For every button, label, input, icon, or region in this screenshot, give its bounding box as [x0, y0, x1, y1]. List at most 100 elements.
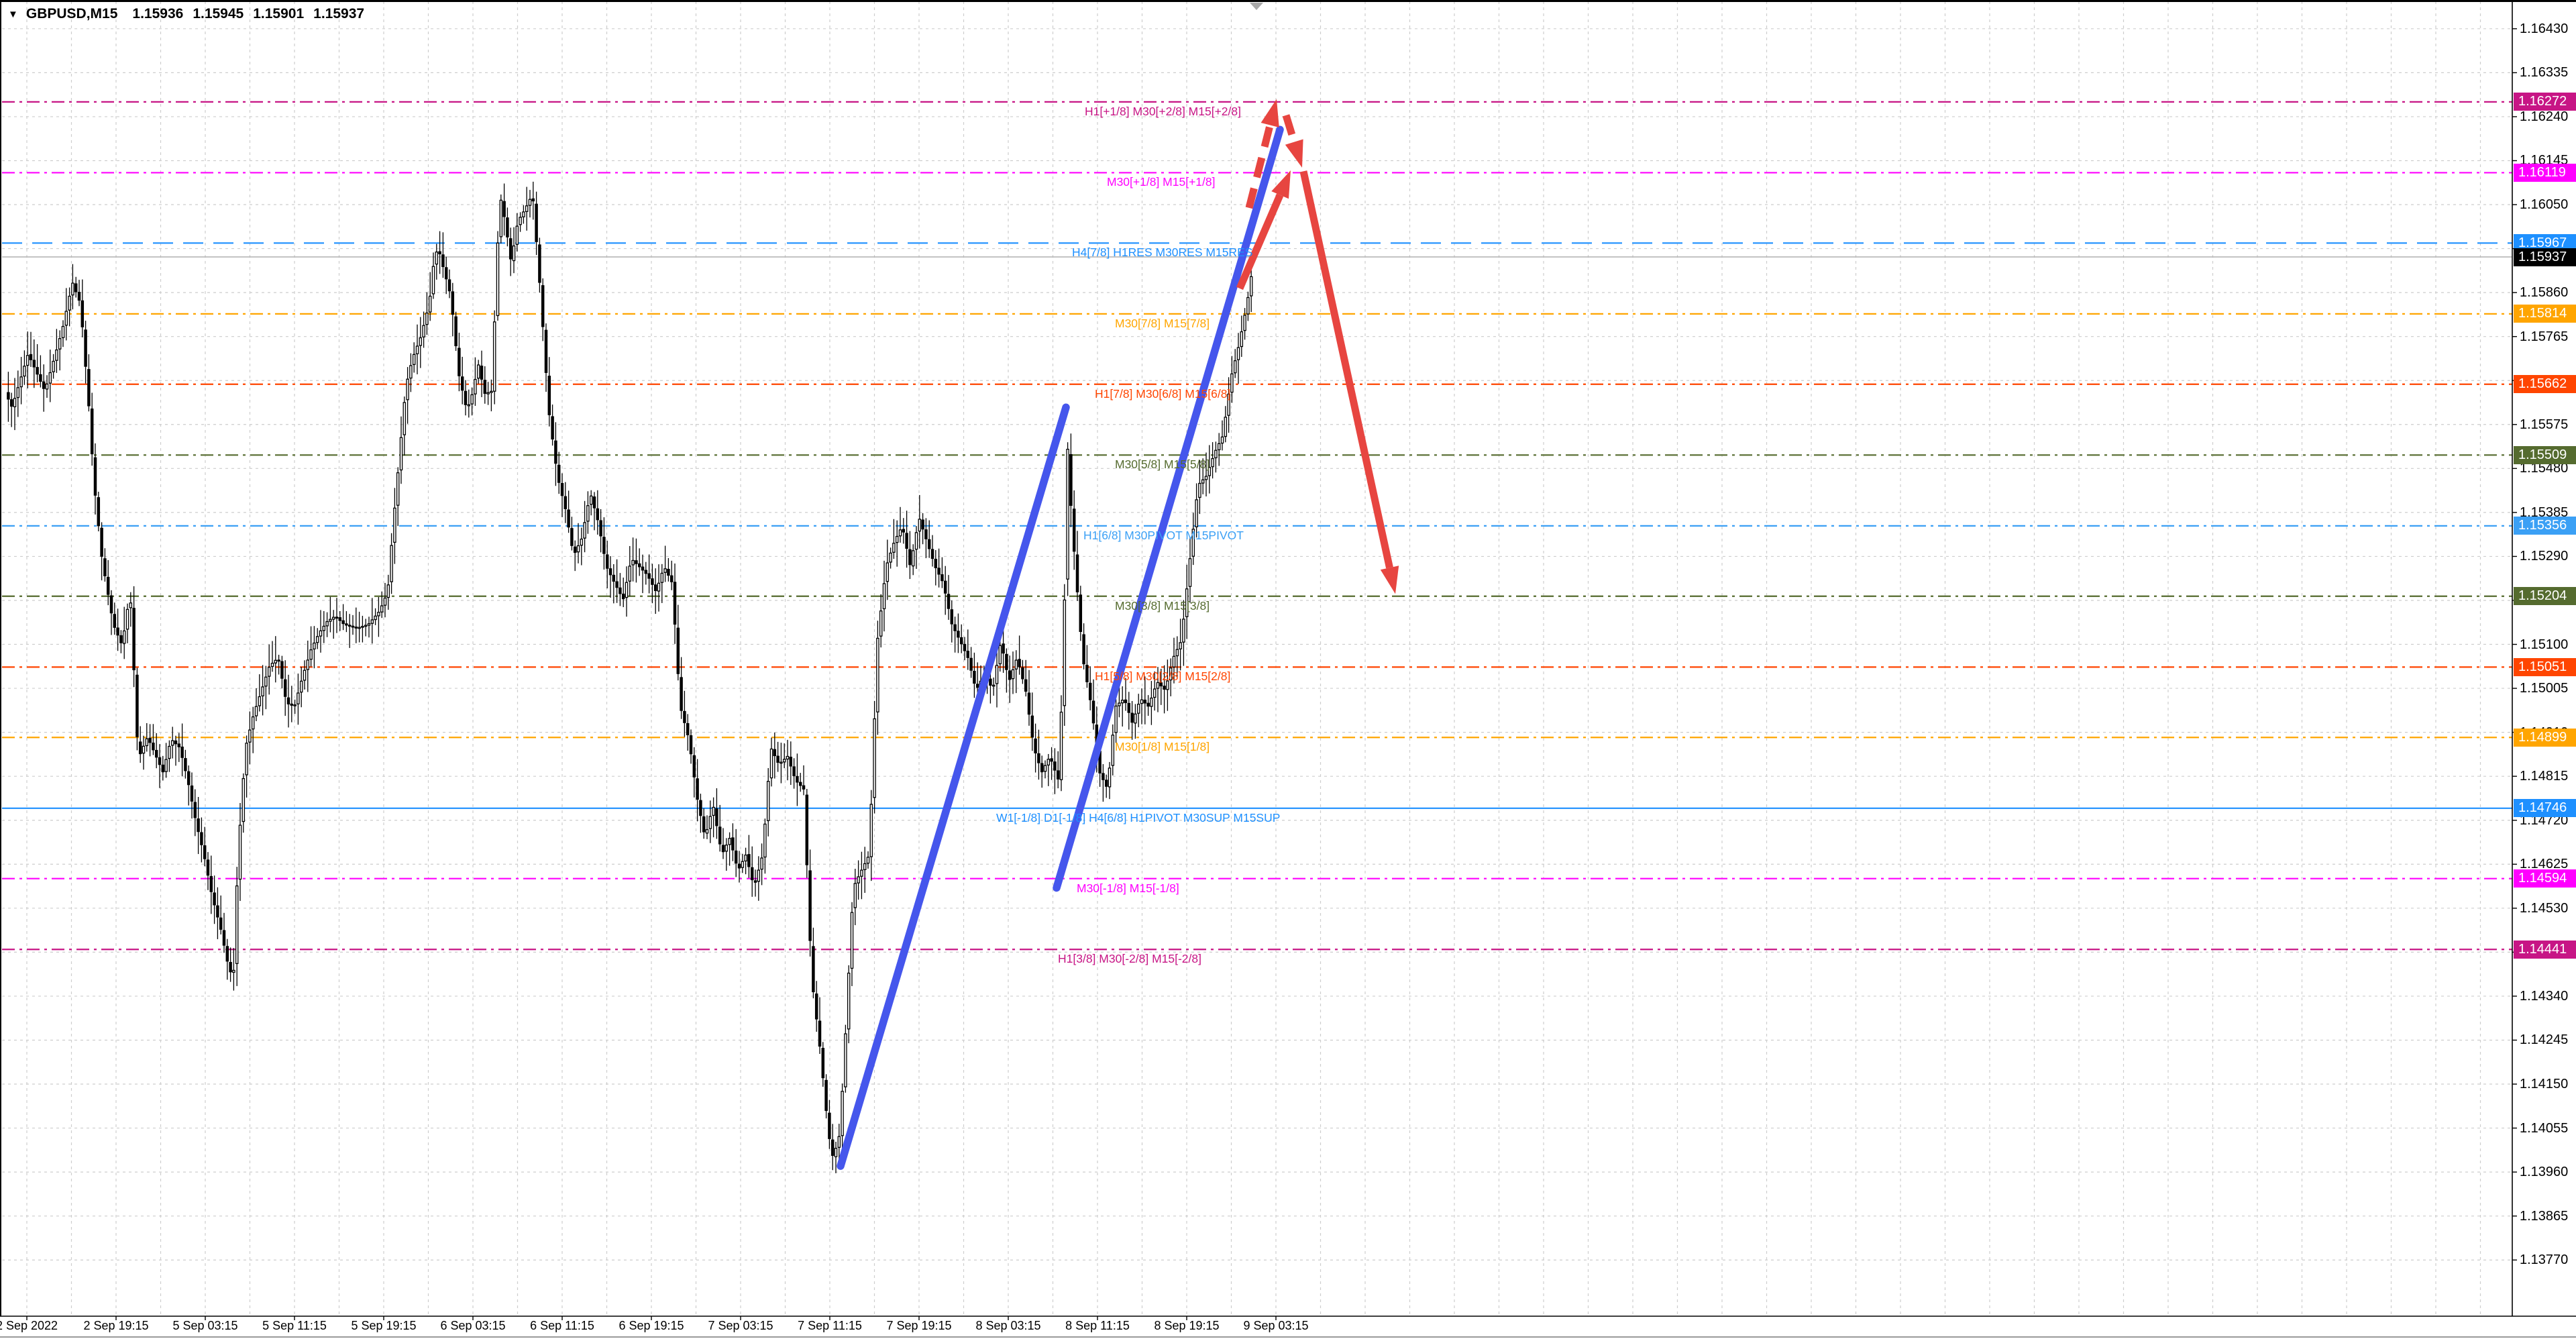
candle-body: [152, 743, 155, 751]
candle-body: [966, 651, 970, 658]
candle-body: [45, 383, 49, 390]
candle-body: [297, 692, 300, 704]
candle-body: [1191, 529, 1195, 557]
candle-body: [882, 583, 886, 610]
candle-body: [386, 584, 390, 598]
price-axis-tick-label: 1.15575: [2520, 417, 2569, 432]
arrow-projection-down-solid[interactable]: [1299, 170, 1399, 594]
trendline-channel-line-2[interactable]: [1053, 125, 1284, 892]
candle-body: [1166, 680, 1169, 690]
murrey-level-label-m30_5_8[interactable]: M30[5/8] M15[5/8]: [1115, 458, 1210, 472]
candle-body: [686, 722, 690, 735]
candle-body: [541, 285, 545, 327]
candle-body: [1198, 482, 1201, 498]
candle-body: [782, 759, 786, 763]
candle-body: [1136, 704, 1140, 714]
murrey-level-label-m30_7_8[interactable]: M30[7/8] M15[7/8]: [1115, 316, 1210, 330]
candle-body: [814, 993, 818, 1020]
candle-body: [1066, 449, 1069, 580]
arrow-shaft: [1282, 114, 1298, 144]
candle-body: [689, 735, 693, 755]
candle-body: [274, 659, 278, 663]
candle-body: [702, 816, 706, 833]
candle-body: [1152, 688, 1157, 698]
candle-body: [934, 558, 938, 568]
murrey-level-label-plus2_8[interactable]: H1[+1/8] M30[+2/8] M15[+2/8]: [1085, 104, 1241, 118]
murrey-level-label-h1_5_8[interactable]: H1[5/8] M30[2/8] M15[2/8]: [1095, 670, 1231, 684]
candle-body: [390, 545, 393, 582]
arrow-impulse-up-solid[interactable]: [1236, 170, 1291, 290]
murrey-level-label-m30_1_8[interactable]: M30[1/8] M15[1/8]: [1115, 740, 1210, 754]
candle-body: [911, 550, 915, 567]
chart-shift-marker-icon[interactable]: [1250, 3, 1263, 10]
candle-body: [25, 355, 30, 366]
candle-body: [264, 676, 268, 687]
candle-body: [158, 757, 162, 765]
window-bottom-border: [0, 1336, 2576, 1338]
chart-menu-triangle-icon[interactable]: ▼: [8, 8, 18, 20]
candle-body: [1236, 347, 1240, 360]
murrey-level-label-pivot_4_8[interactable]: H1[6/8] M30PIVOT M15PIVOT: [1083, 528, 1244, 542]
murrey-level-label-sup_0_8[interactable]: W1[-1/8] D1[-1/8] H4[6/8] H1PIVOT M30SUP…: [996, 810, 1281, 824]
price-axis-badge-m30_5_8: 1.15509: [2514, 445, 2576, 464]
candle-body: [918, 519, 922, 532]
candle-body: [757, 869, 761, 882]
candle-body: [1220, 436, 1224, 444]
candle-body: [409, 365, 413, 379]
time-axis-label: 7 Sep 19:15: [886, 1319, 952, 1332]
candle-body: [1204, 476, 1208, 480]
candle-body: [1108, 767, 1112, 788]
candle-body: [331, 617, 335, 620]
candle-body: [673, 582, 677, 625]
candle-body: [351, 625, 355, 628]
murrey-level-label-res_8_8[interactable]: H4[7/8] H1RES M30RES M15RES: [1072, 246, 1253, 260]
murrey-level-label-plus1_8[interactable]: M30[+1/8] M15[+1/8]: [1107, 175, 1216, 189]
candle-body: [309, 649, 313, 660]
candle-body: [1217, 443, 1221, 451]
candle-body: [270, 662, 274, 667]
price-axis-badge-minus1_8: 1.14594: [2514, 869, 2576, 888]
candle-body: [641, 566, 645, 571]
murrey-level-label-m30_3_8[interactable]: M30[3/8] M15[3/8]: [1115, 598, 1210, 612]
arrow-shaft: [1236, 193, 1284, 290]
candle-body: [812, 946, 815, 993]
price-axis-tick-label: 1.15290: [2520, 549, 2569, 564]
candle-body: [229, 961, 232, 973]
candle-body: [286, 697, 290, 705]
candle-body: [821, 1048, 825, 1079]
time-axis-label: 2 Sep 19:15: [83, 1319, 149, 1332]
candle-body: [930, 549, 934, 559]
candle-body: [844, 1033, 847, 1087]
price-axis-tick-label: 1.14055: [2520, 1120, 2569, 1136]
candle-body: [506, 217, 509, 237]
candle-body: [486, 392, 490, 394]
candle-body: [109, 595, 113, 614]
trendline-channel-line-1[interactable]: [837, 403, 1070, 1170]
candle-body: [458, 347, 461, 376]
candle-body: [508, 238, 513, 260]
candle-body: [145, 738, 149, 747]
candle-body: [1040, 763, 1044, 773]
candle-body: [715, 808, 718, 826]
murrey-level-label-minus1_8[interactable]: M30[-1/8] M15[-1/8]: [1077, 881, 1179, 895]
murrey-level-label-minus2_8[interactable]: H1[3/8] M30[-2/8] M15[-2/8]: [1058, 952, 1201, 966]
arrow-projection-down-dashed[interactable]: [1282, 114, 1303, 168]
candle-body: [1195, 499, 1198, 527]
murrey-level-label-h1_7_8[interactable]: H1[7/8] M30[6/8] M15[6/8]: [1095, 386, 1231, 400]
candle-body: [651, 578, 654, 585]
candle-body: [213, 892, 216, 906]
candle-body: [347, 625, 352, 627]
candle-body: [480, 366, 484, 380]
candle-body: [186, 771, 191, 786]
candle-body: [860, 869, 863, 877]
grid-layer: [2, 1, 2512, 1316]
price-axis-badge-h1_7_8: 1.15662: [2514, 375, 2576, 394]
price-axis-tick-label: 1.14815: [2520, 769, 2569, 784]
candle-body: [1059, 711, 1063, 780]
arrow-head: [1271, 170, 1291, 199]
candle-body: [197, 818, 200, 833]
arrow-projection-up-dashed[interactable]: [1245, 99, 1279, 209]
time-axis-label: 6 Sep 11:15: [530, 1319, 594, 1332]
candle-body: [589, 495, 593, 505]
